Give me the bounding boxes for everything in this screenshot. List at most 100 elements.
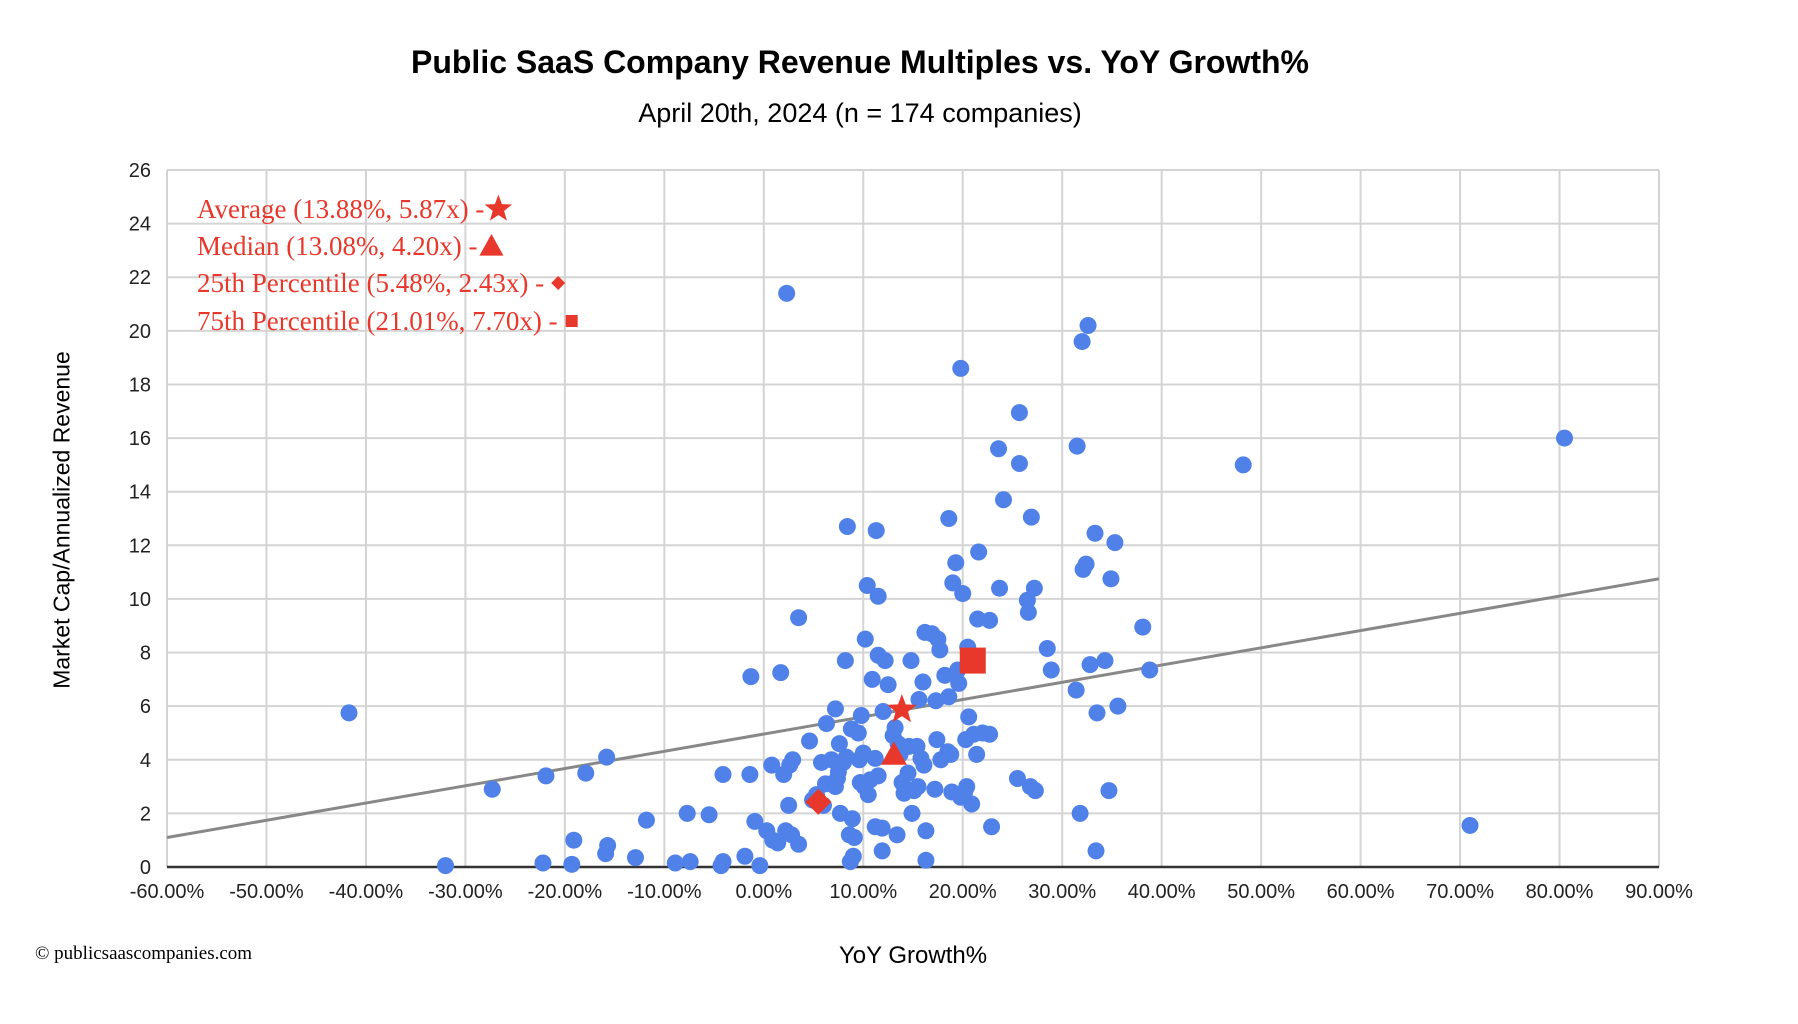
- y-tick-label: 12: [129, 535, 151, 557]
- data-point: [736, 847, 754, 865]
- x-tick-label: -60.00%: [130, 881, 205, 903]
- trendline-group: [166, 577, 1660, 839]
- data-point: [751, 857, 769, 875]
- y-tick-label: 20: [129, 321, 151, 343]
- data-point: [483, 780, 501, 798]
- data-point: [843, 810, 861, 828]
- legend-entry-label: Median (13.08%, 4.20x) -: [197, 231, 477, 261]
- data-point: [968, 745, 986, 763]
- 75th-percentile-marker: [959, 647, 986, 674]
- data-point: [917, 851, 935, 869]
- data-point: [1079, 316, 1097, 334]
- data-point: [1096, 652, 1114, 670]
- data-point: [769, 834, 787, 852]
- data-point: [952, 359, 970, 377]
- data-point: [859, 786, 877, 804]
- y-tick-label: 10: [129, 589, 151, 611]
- data-point: [1026, 782, 1044, 800]
- data-point: [856, 630, 874, 648]
- legend-entry-label: 25th Percentile (5.48%, 2.43x) -: [197, 268, 544, 298]
- data-point: [903, 804, 921, 822]
- data-point: [1461, 816, 1479, 834]
- data-point: [873, 819, 891, 837]
- data-point: [981, 611, 999, 629]
- data-point: [1022, 508, 1040, 526]
- data-point: [936, 666, 954, 684]
- data-point: [830, 735, 848, 753]
- x-tick-labels: -60.00% -50.00% -40.00% -30.00% -20.00% -10.0…: [130, 881, 1693, 903]
- data-point: [1019, 603, 1037, 621]
- x-tick-label: -20.00%: [528, 881, 603, 903]
- data-point: [784, 751, 802, 769]
- y-tick-label: 14: [129, 482, 151, 504]
- data-point: [637, 811, 655, 829]
- data-point: [867, 522, 885, 540]
- data-point: [790, 835, 808, 853]
- data-point: [1102, 570, 1120, 588]
- data-point: [836, 652, 854, 670]
- data-point: [826, 700, 844, 718]
- data-point: [1088, 704, 1106, 722]
- y-tick-label: 22: [129, 267, 151, 289]
- data-point: [991, 579, 1009, 597]
- data-point: [746, 812, 764, 830]
- data-point: [678, 804, 696, 822]
- x-tick-label: 10.00%: [829, 881, 897, 903]
- data-point: [1073, 333, 1091, 351]
- 75th-percentile-legend-icon: [565, 315, 578, 327]
- data-point: [763, 756, 781, 774]
- data-point: [700, 806, 718, 824]
- data-point: [340, 704, 358, 722]
- data-point: [1106, 534, 1124, 552]
- x-tick-label: 50.00%: [1227, 881, 1295, 903]
- data-point: [910, 690, 928, 708]
- x-tick-label: -10.00%: [627, 881, 702, 903]
- data-point: [817, 715, 835, 733]
- y-tick-label: 0: [140, 857, 151, 879]
- data-point: [599, 837, 617, 855]
- data-point: [1042, 661, 1060, 679]
- data-point: [534, 854, 552, 872]
- data-point: [1086, 524, 1104, 542]
- data-point: [869, 767, 887, 785]
- median-legend-icon: [479, 234, 504, 256]
- x-tick-label: 80.00%: [1526, 881, 1594, 903]
- y-tick-label: 18: [129, 374, 151, 396]
- y-tick-label: 16: [129, 428, 151, 450]
- copyright-notice: © publicsaascompanies.com: [35, 943, 253, 964]
- data-point: [537, 767, 555, 785]
- data-point: [741, 766, 759, 784]
- data-point: [1134, 618, 1152, 636]
- x-tick-label: -40.00%: [329, 881, 404, 903]
- data-point: [844, 847, 862, 865]
- y-tick-label: 24: [129, 214, 151, 236]
- data-point: [852, 707, 870, 725]
- data-point: [778, 284, 796, 302]
- x-tick-label: -30.00%: [428, 881, 503, 903]
- data-point: [981, 725, 999, 743]
- data-point: [1234, 456, 1252, 474]
- data-point: [958, 778, 976, 796]
- grid: [166, 169, 1660, 869]
- data-point: [1109, 697, 1127, 715]
- legend-entry-label: Average (13.88%, 5.87x) -: [197, 194, 484, 224]
- chart-subtitle: April 20th, 2024 (n = 174 companies): [638, 98, 1082, 128]
- average-legend-icon: [484, 194, 513, 221]
- data-point: [1556, 429, 1574, 447]
- data-point: [899, 764, 917, 782]
- data-point: [598, 748, 616, 766]
- trendline: [166, 577, 1660, 839]
- data-point: [866, 749, 884, 767]
- data-point: [1141, 661, 1159, 679]
- data-point: [1025, 579, 1043, 597]
- data-point: [917, 822, 935, 840]
- data-point: [983, 818, 1001, 836]
- data-point: [1010, 455, 1028, 473]
- data-point: [931, 641, 949, 659]
- x-tick-label: 70.00%: [1426, 881, 1494, 903]
- data-point: [909, 778, 927, 796]
- data-point: [1008, 770, 1026, 788]
- data-point: [928, 731, 946, 749]
- x-tick-label: 20.00%: [929, 881, 997, 903]
